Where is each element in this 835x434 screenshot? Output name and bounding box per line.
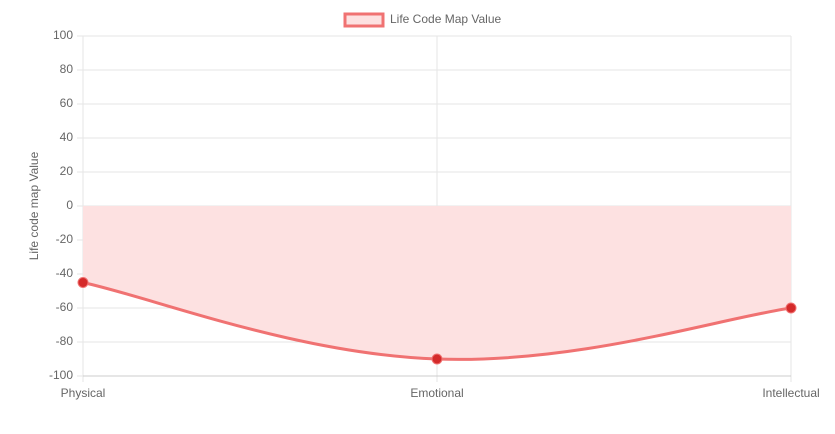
y-tick-label: -80 [56, 334, 74, 348]
y-axis-title: Life code map Value [27, 151, 41, 260]
y-tick-label: 100 [53, 28, 73, 42]
area-fill [83, 206, 791, 360]
y-tick-label: 20 [60, 164, 74, 178]
point [77, 277, 89, 288]
y-tick-label: 60 [60, 96, 74, 110]
y-tick-label: 40 [60, 130, 74, 144]
y-tick-label: -20 [56, 232, 74, 246]
y-tick-label: 80 [60, 62, 74, 76]
y-tick-label: -100 [49, 368, 73, 382]
y-tick-label: 0 [66, 198, 73, 212]
x-tick-label: Emotional [410, 386, 463, 400]
y-tick-label: -40 [56, 266, 74, 280]
x-tick-label: Intellectual [762, 386, 819, 400]
x-tick-label: Physical [61, 386, 106, 400]
legend-swatch [343, 12, 385, 28]
y-tick-label: -60 [56, 300, 74, 314]
legend-label: Life Code Map Value [390, 12, 502, 26]
point [431, 353, 443, 365]
point [785, 302, 797, 314]
